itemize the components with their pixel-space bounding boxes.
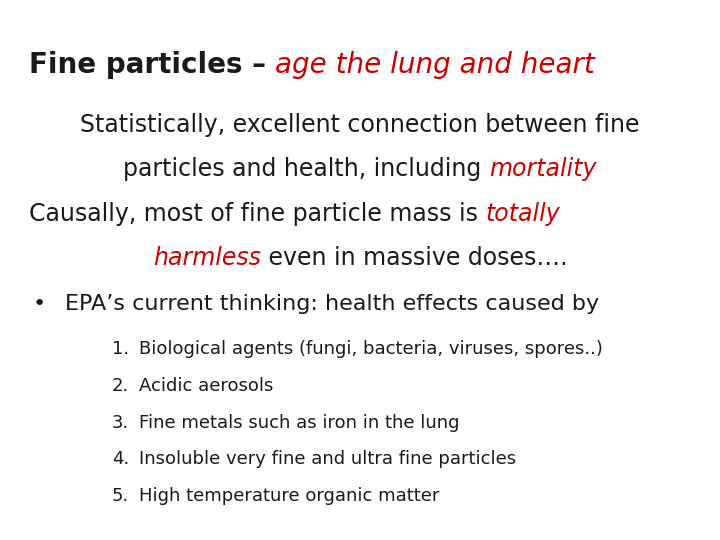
Text: 1.: 1. bbox=[112, 340, 129, 358]
Text: Biological agents (fungi, bacteria, viruses, spores..): Biological agents (fungi, bacteria, viru… bbox=[139, 340, 603, 358]
Text: even in massive doses….: even in massive doses…. bbox=[261, 246, 567, 269]
Text: totally: totally bbox=[485, 202, 560, 226]
Text: particles and health, including: particles and health, including bbox=[123, 157, 489, 180]
Text: EPA’s current thinking: health effects caused by: EPA’s current thinking: health effects c… bbox=[65, 294, 599, 314]
Text: 5.: 5. bbox=[112, 487, 129, 505]
Text: Acidic aerosols: Acidic aerosols bbox=[139, 377, 274, 395]
Text: age the lung and heart: age the lung and heart bbox=[276, 51, 595, 79]
Text: •: • bbox=[32, 294, 45, 314]
Text: Fine particles –: Fine particles – bbox=[29, 51, 276, 79]
Text: mortality: mortality bbox=[489, 157, 597, 180]
Text: 2.: 2. bbox=[112, 377, 129, 395]
Text: Fine metals such as iron in the lung: Fine metals such as iron in the lung bbox=[139, 414, 459, 431]
Text: harmless: harmless bbox=[153, 246, 261, 269]
Text: Causally, most of fine particle mass is: Causally, most of fine particle mass is bbox=[29, 202, 485, 226]
Text: 4.: 4. bbox=[112, 450, 129, 468]
Text: Statistically, excellent connection between fine: Statistically, excellent connection betw… bbox=[80, 113, 640, 137]
Text: 3.: 3. bbox=[112, 414, 129, 431]
Text: High temperature organic matter: High temperature organic matter bbox=[139, 487, 439, 505]
Text: Insoluble very fine and ultra fine particles: Insoluble very fine and ultra fine parti… bbox=[139, 450, 516, 468]
